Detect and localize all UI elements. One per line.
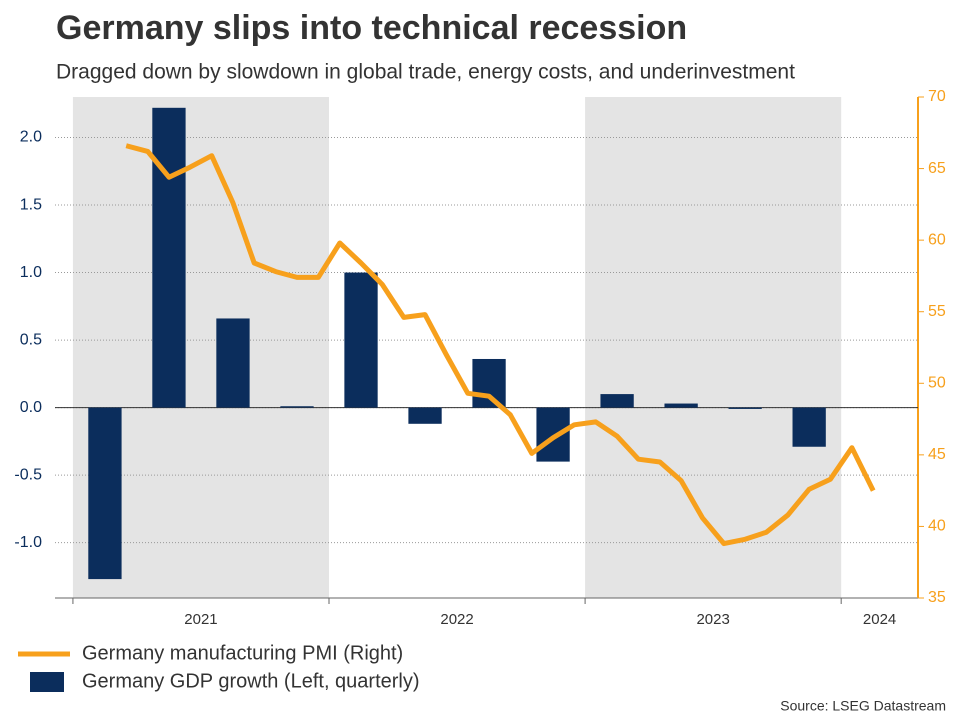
y2-tick-label: 35 [928,589,946,606]
bar [536,407,570,462]
bar [472,358,506,408]
year-shade [585,97,842,598]
chart-title: Germany slips into technical recession [56,9,687,47]
x-tick-label: 2021 [184,611,217,628]
bar [344,272,378,408]
bar [216,318,250,408]
bar [664,403,698,408]
y2-tick-label: 55 [928,303,946,320]
x-tick-label: 2023 [696,611,729,628]
y2-tick-label: 60 [928,231,946,248]
bar [792,407,826,447]
y2-tick-label: 50 [928,375,946,392]
y2-tick-label: 65 [928,160,946,177]
x-tick-label: 2024 [863,611,896,628]
y-tick-label: 0.0 [20,399,42,416]
bar [280,406,314,408]
bar [600,394,634,408]
y2-tick-label: 40 [928,518,946,535]
y-tick-label: -0.5 [14,466,42,483]
y-tick-label: 1.0 [20,264,42,281]
bar [152,107,186,408]
line [125,143,876,547]
bar [728,407,762,409]
bar [408,407,442,424]
legend-label: Germany GDP growth (Left, quarterly) [82,670,420,692]
y-tick-label: 2.0 [20,129,42,146]
legend-label: Germany manufacturing PMI (Right) [82,642,403,664]
x-tick-label: 2022 [440,611,473,628]
legend-swatch [30,672,64,692]
y-tick-label: 1.5 [20,196,42,213]
y2-tick-label: 45 [928,446,946,463]
y-tick-label: 0.5 [20,331,42,348]
y-tick-label: -1.0 [14,534,42,551]
source: Source: LSEG Datastream [780,698,946,714]
y2-tick-label: 70 [928,88,946,105]
chart-subtitle: Dragged down by slowdown in global trade… [56,61,795,84]
bar [88,407,122,580]
